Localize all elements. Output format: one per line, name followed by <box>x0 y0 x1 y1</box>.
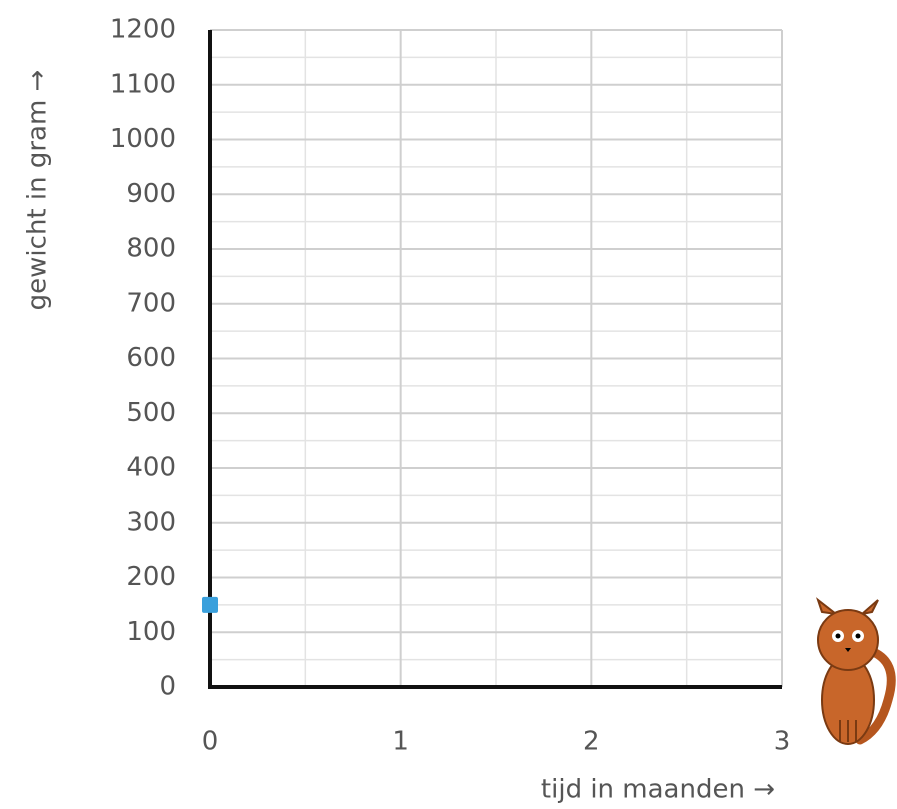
y-axis-label: gewicht in gram → <box>23 70 53 311</box>
x-tick-label: 0 <box>202 727 219 757</box>
data-point <box>202 596 218 613</box>
y-tick-label: 400 <box>126 453 176 483</box>
y-tick-label: 0 <box>159 672 176 702</box>
y-tick-label: 1200 <box>110 15 176 45</box>
x-axis-label: tijd in maanden → <box>541 775 775 805</box>
cat-illustration <box>816 597 896 745</box>
x-tick-label: 2 <box>583 727 600 757</box>
x-tick-label: 1 <box>392 727 409 757</box>
y-tick-label: 100 <box>126 617 176 647</box>
x-tick-label: 3 <box>774 727 791 757</box>
y-tick-label: 1000 <box>110 124 176 154</box>
y-tick-label: 500 <box>126 398 176 428</box>
y-tick-label: 1100 <box>110 69 176 99</box>
y-tick-label: 600 <box>126 343 176 373</box>
y-tick-label: 700 <box>126 288 176 318</box>
y-tick-label: 800 <box>126 234 176 264</box>
y-tick-label: 900 <box>126 179 176 209</box>
y-tick-label: 200 <box>126 562 176 592</box>
y-tick-label: 300 <box>126 507 176 537</box>
